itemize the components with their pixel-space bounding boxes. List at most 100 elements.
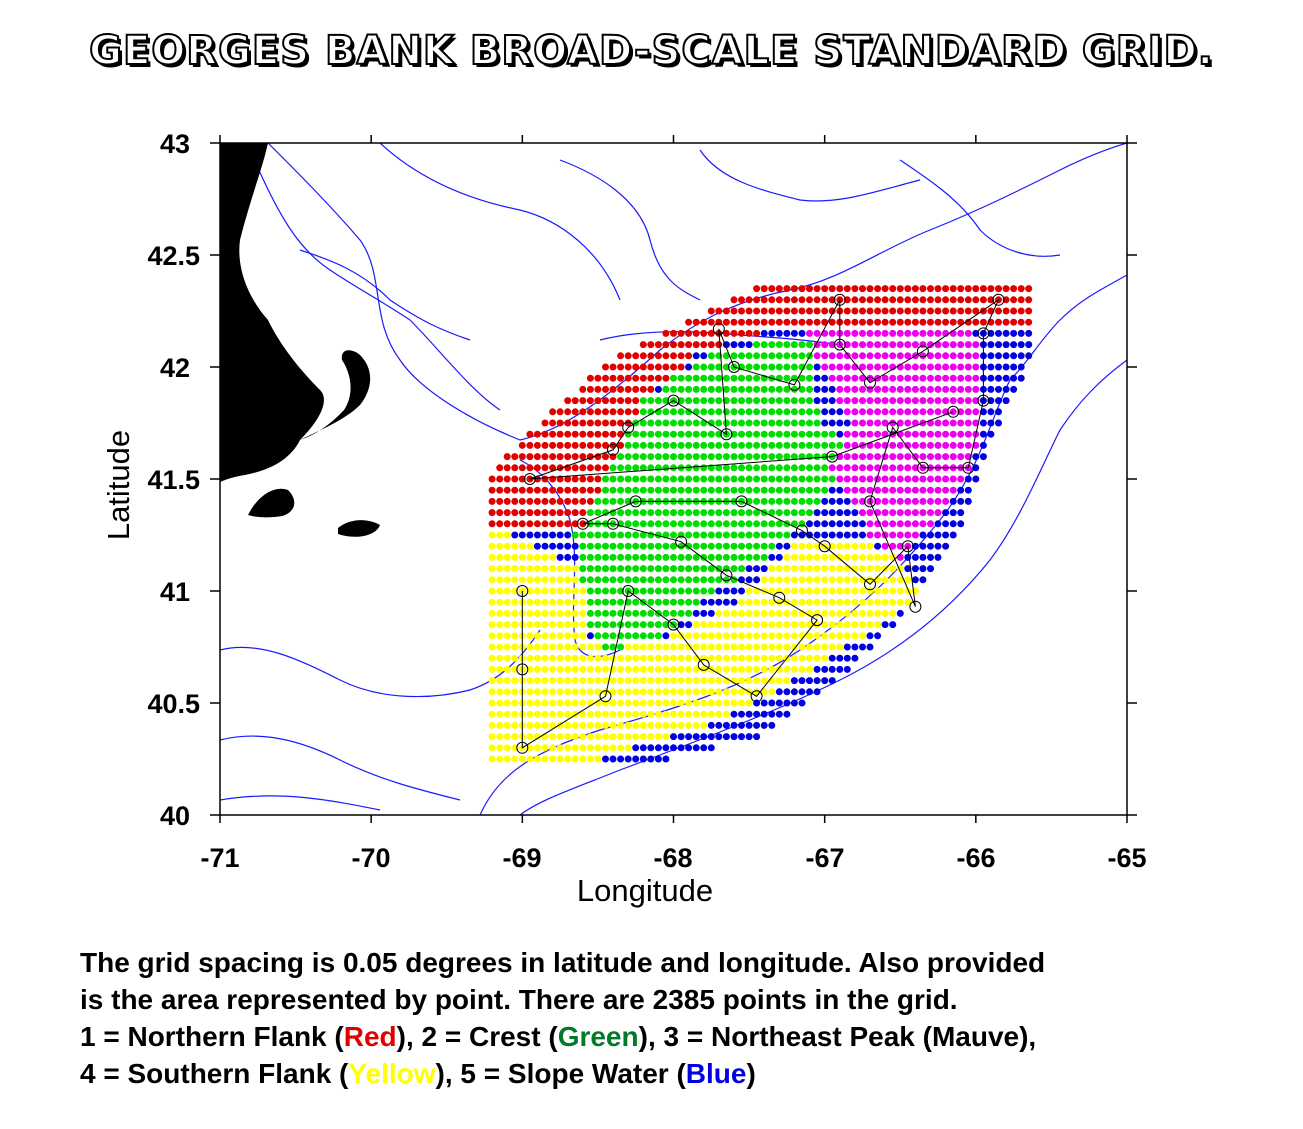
grid-point <box>617 397 625 405</box>
grid-point <box>768 710 776 718</box>
grid-point <box>821 486 829 494</box>
grid-point <box>843 397 851 405</box>
grid-point <box>927 509 934 517</box>
grid-point <box>518 755 526 763</box>
grid-point <box>594 385 602 393</box>
grid-point <box>874 419 882 427</box>
grid-point <box>632 677 640 685</box>
grid-point <box>813 307 821 315</box>
grid-point <box>564 408 572 416</box>
grid-point <box>526 497 534 505</box>
grid-point <box>813 285 821 293</box>
grid-point <box>813 385 821 393</box>
grid-point <box>904 363 912 371</box>
grid-point <box>533 699 541 707</box>
grid-point <box>692 318 700 326</box>
grid-point <box>586 419 594 427</box>
station-marker <box>576 517 589 530</box>
grid-point <box>972 307 980 315</box>
grid-point <box>639 699 647 707</box>
grid-point <box>647 632 655 640</box>
grid-point <box>979 296 987 304</box>
grid-point <box>798 598 806 606</box>
grid-point <box>722 542 730 550</box>
grid-point <box>549 453 557 461</box>
grid-point <box>549 643 557 651</box>
grid-point <box>866 341 874 349</box>
grid-point <box>942 352 950 360</box>
grid-point <box>549 598 557 606</box>
grid-point <box>911 307 919 315</box>
grid-point <box>904 419 912 427</box>
grid-point <box>949 397 957 405</box>
grid-point <box>783 688 791 696</box>
grid-point <box>579 453 587 461</box>
grid-point <box>496 598 504 606</box>
grid-point <box>760 520 768 528</box>
grid-point <box>692 441 700 449</box>
grid-point <box>571 497 579 505</box>
grid-point <box>579 621 587 629</box>
grid-point <box>677 520 685 528</box>
grid-point <box>768 441 776 449</box>
grid-point <box>715 721 723 729</box>
grid-point <box>707 385 715 393</box>
grid-point <box>526 509 534 517</box>
grid-point <box>556 609 564 617</box>
grid-point <box>828 307 836 315</box>
grid-point <box>843 565 851 573</box>
grid-point <box>790 688 798 696</box>
grid-point <box>579 475 587 483</box>
grid-point <box>609 408 617 416</box>
grid-point <box>503 464 511 472</box>
grid-point <box>866 296 874 304</box>
grid-point <box>942 385 950 393</box>
grid-point <box>692 542 700 550</box>
grid-point <box>632 621 640 629</box>
grid-point <box>821 565 829 573</box>
grid-point <box>745 520 753 528</box>
grid-point <box>647 363 655 371</box>
grid-point <box>670 576 677 584</box>
grid-point <box>541 486 549 494</box>
grid-point <box>775 475 783 483</box>
grid-point <box>1010 352 1018 360</box>
grid-point <box>730 430 738 438</box>
grid-point <box>549 654 557 662</box>
grid-point <box>549 464 557 472</box>
grid-point <box>730 531 738 539</box>
grid-point <box>738 621 745 629</box>
grid-point <box>813 497 821 505</box>
grid-point <box>488 609 496 617</box>
grid-point <box>647 374 655 382</box>
grid-point <box>488 721 496 729</box>
grid-point <box>617 643 625 651</box>
grid-point <box>700 609 708 617</box>
grid-point <box>760 363 768 371</box>
grid-point <box>904 553 912 561</box>
grid-point <box>602 453 609 461</box>
grid-point <box>624 632 632 640</box>
grid-point <box>874 587 882 595</box>
grid-point <box>632 598 640 606</box>
grid-point <box>617 408 625 416</box>
grid-point <box>670 520 677 528</box>
grid-point <box>662 744 670 752</box>
grid-point <box>586 497 594 505</box>
grid-point <box>692 531 700 539</box>
grid-point <box>806 576 813 584</box>
station-marker <box>629 495 642 508</box>
grid-point <box>806 464 813 472</box>
grid-point <box>760 632 768 640</box>
grid-point <box>670 744 677 752</box>
grid-point <box>488 475 496 483</box>
grid-point <box>881 307 889 315</box>
grid-point <box>904 430 912 438</box>
grid-point <box>670 598 677 606</box>
grid-point <box>662 665 670 673</box>
grid-point <box>647 542 655 550</box>
grid-point <box>790 621 798 629</box>
grid-point <box>813 352 821 360</box>
grid-point <box>866 363 874 371</box>
grid-point <box>533 565 541 573</box>
